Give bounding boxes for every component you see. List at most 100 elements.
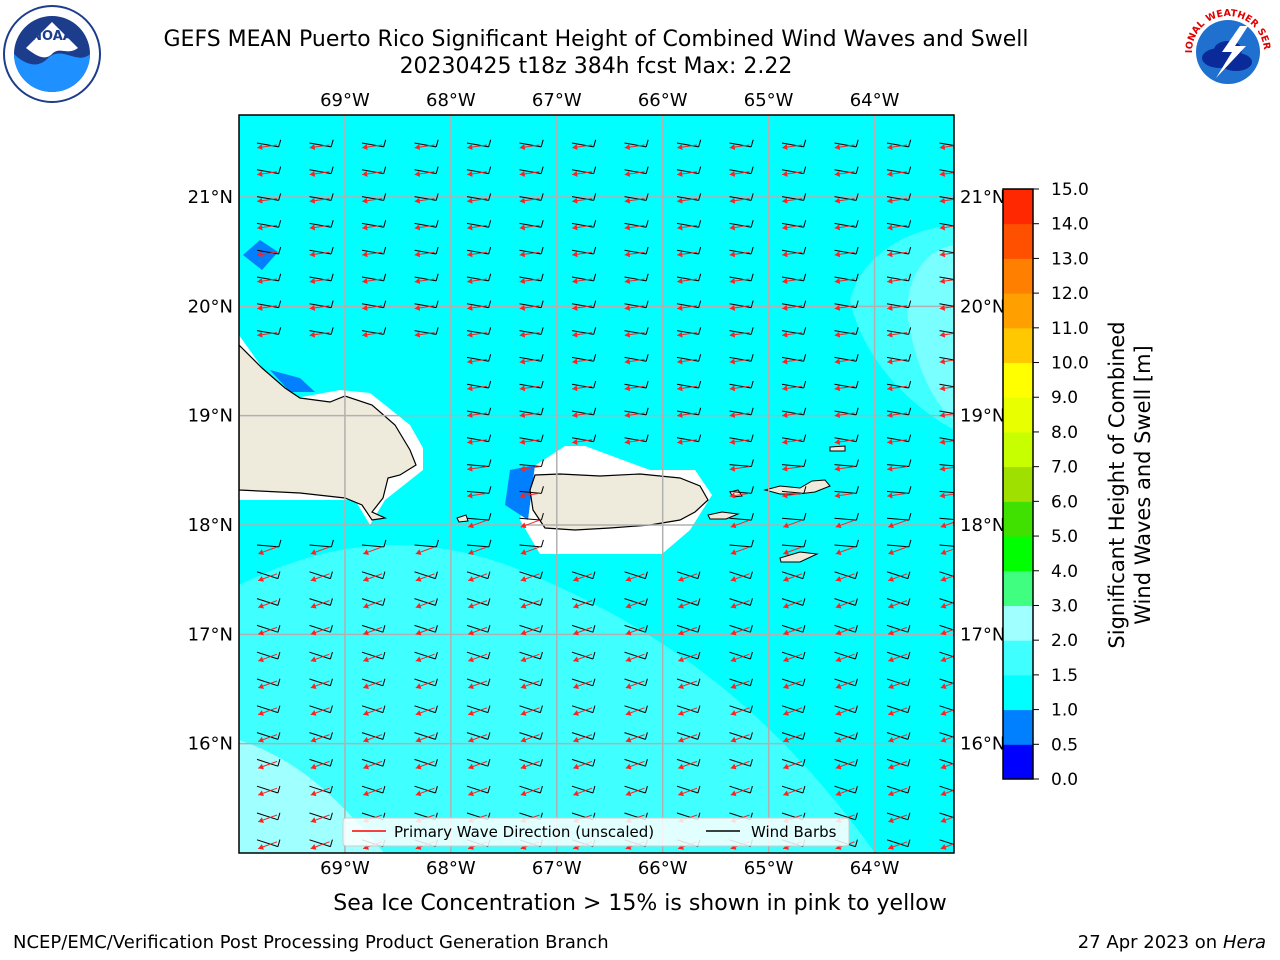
wave-direction-arrowhead: [258, 844, 264, 850]
wind-barb-flag: [593, 434, 597, 442]
wind-barb: [571, 785, 594, 794]
wind-barb: [834, 142, 857, 148]
wave-direction-arrowhead: [572, 144, 578, 151]
lat-tick-label: 18°N: [960, 515, 1005, 536]
wave-direction-arrowhead: [415, 763, 422, 770]
wind-barb-flag: [645, 300, 649, 308]
wind-barb: [414, 142, 437, 148]
wind-barb-flag: [908, 486, 912, 494]
wind-barb-flag: [540, 380, 544, 389]
wind-barb-flag: [750, 486, 754, 494]
wave-direction-arrowhead: [362, 331, 368, 338]
wave-zone-east-inner: [907, 245, 954, 420]
wave-direction-arrowhead: [888, 549, 894, 555]
wind-barb-flag: [488, 139, 492, 147]
wind-barb-flag: [854, 571, 858, 579]
wind-barb-flag: [855, 512, 859, 521]
wind-barb-flag: [854, 678, 858, 686]
wind-barb: [624, 196, 647, 201]
wind-barb-flag: [329, 598, 333, 606]
wind-barb: [519, 785, 541, 794]
wind-barb: [834, 383, 857, 389]
wave-direction-arrowhead: [940, 602, 947, 609]
wave-direction-arrowhead: [730, 629, 737, 636]
wind-barb: [729, 732, 751, 740]
wind-barb: [729, 383, 752, 389]
wave-direction-arrowhead: [887, 144, 893, 151]
wind-barb-flag: [644, 732, 648, 740]
wind-barb-flag: [540, 139, 544, 147]
wind-barb-flag: [278, 539, 282, 548]
wind-barb-flag: [908, 407, 912, 415]
wave-direction-arrowhead: [624, 331, 631, 338]
wind-barb: [466, 330, 489, 335]
wind-barb-flag: [908, 139, 912, 147]
wind-barb-flag: [750, 407, 754, 415]
wind-barb-flag: [803, 459, 807, 467]
wind-barb: [834, 464, 857, 468]
wind-barb: [676, 249, 699, 255]
wind-barb: [676, 142, 699, 148]
wave-direction-arrowhead: [362, 278, 368, 285]
wind-barb-flag: [750, 246, 754, 255]
colorbar-segment: [1003, 466, 1033, 502]
wind-barb: [781, 571, 804, 580]
wind-barb: [834, 437, 857, 443]
wind-barb: [781, 624, 804, 633]
wind-barb: [466, 303, 489, 309]
wind-barb-flag: [803, 512, 807, 521]
wind-barb: [676, 598, 699, 606]
wind-barb: [414, 758, 436, 767]
wind-barb-flag: [383, 166, 387, 174]
wind-barb-flag: [802, 759, 806, 767]
wave-direction-arrowhead: [415, 629, 422, 636]
wind-barb-flag: [750, 380, 754, 389]
wave-direction-arrowhead: [624, 438, 631, 445]
wave-direction-arrowhead: [309, 170, 316, 177]
wind-barb-flag: [329, 732, 333, 740]
wind-barb: [729, 410, 752, 416]
wave-direction-arrowhead: [939, 251, 946, 258]
wind-barb: [624, 356, 647, 362]
wind-barb-flag: [855, 300, 859, 308]
wind-barb-flag: [435, 220, 439, 228]
wind-barb-flag: [803, 486, 807, 494]
wave-direction-arrowhead: [783, 522, 789, 529]
wave-direction-arrowhead: [468, 763, 474, 770]
wave-direction-arrowhead: [887, 385, 893, 392]
wind-barb-flag: [539, 732, 543, 740]
wind-barb: [834, 571, 856, 580]
wind-barb-flag: [854, 839, 858, 847]
wind-barb-flag: [278, 166, 282, 174]
wind-barb: [256, 142, 279, 148]
wave-direction-arrowhead: [519, 412, 526, 419]
wind-barb: [414, 544, 437, 548]
wind-barb: [309, 196, 332, 201]
wind-barb: [571, 383, 594, 389]
wind-barb: [571, 598, 594, 606]
wave-direction-arrowhead: [678, 602, 684, 609]
wind-barb-flag: [592, 785, 596, 794]
wave-direction-arrowhead: [625, 683, 632, 689]
wind-barb: [414, 732, 436, 740]
wind-barb: [886, 544, 909, 548]
wind-barb: [781, 490, 804, 494]
wind-barb: [309, 785, 331, 794]
wind-barb-flag: [961, 435, 963, 442]
wave-direction-arrowhead: [625, 871, 632, 878]
wave-direction-arrowhead: [939, 331, 946, 338]
wave-direction-arrowhead: [572, 251, 578, 258]
wave-direction-arrowhead: [519, 438, 526, 445]
wave-direction-arrowhead: [888, 844, 894, 850]
wave-direction-arrowhead: [573, 656, 579, 663]
wind-barb-flag: [644, 678, 648, 686]
wind-barb-flag: [908, 300, 912, 308]
wind-barb-flag: [908, 166, 912, 174]
wave-direction-arrowhead: [624, 170, 631, 177]
wind-barb: [466, 571, 489, 580]
wave-direction-arrowhead: [783, 576, 789, 582]
wave-direction-arrowhead: [309, 197, 316, 204]
wind-barb-flag: [908, 220, 912, 228]
wave-direction-arrowhead: [573, 683, 579, 689]
wind-barb-flag: [961, 247, 963, 254]
